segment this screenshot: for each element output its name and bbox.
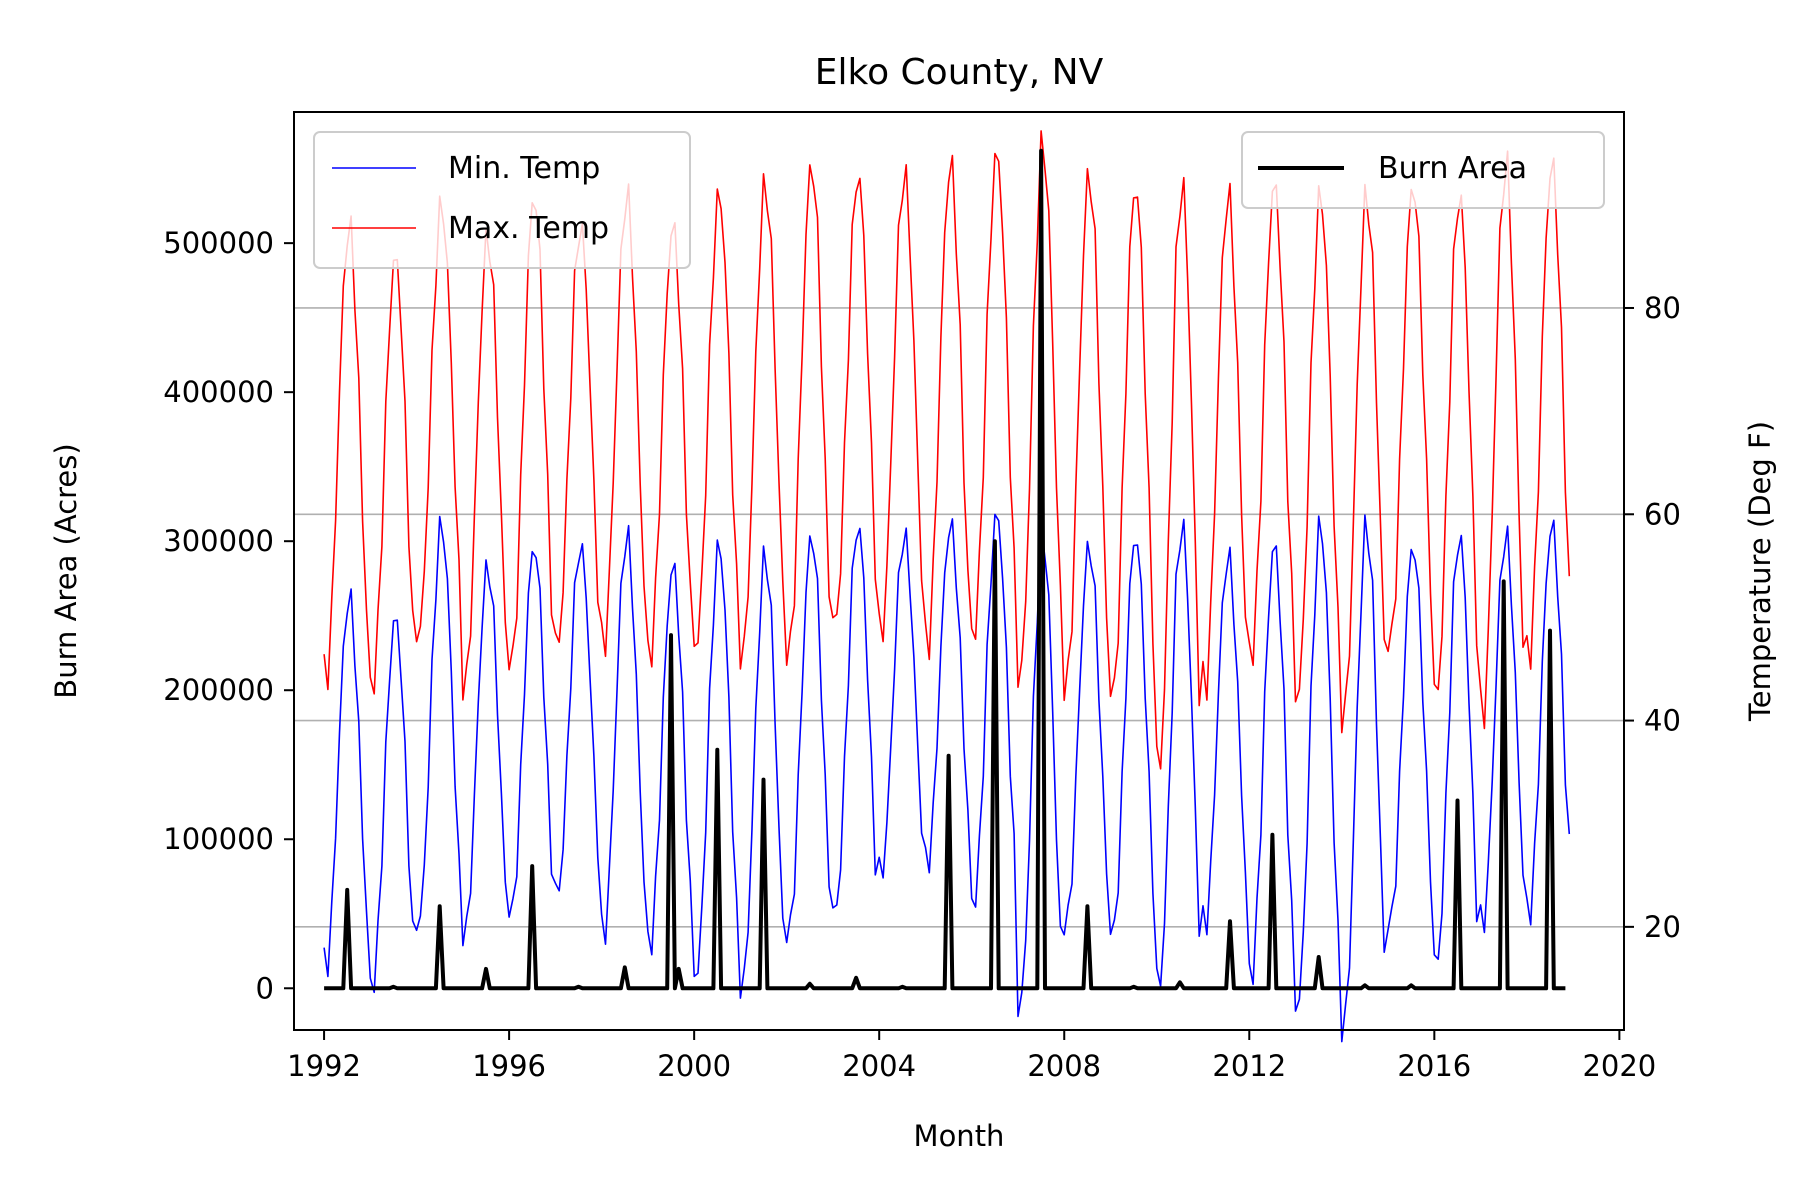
y-right-tick-label-20: 20 [1644, 910, 1681, 944]
legend-right: Burn Area [1241, 131, 1605, 209]
series-burn-area [324, 148, 1566, 991]
y-left-tick-label-400000: 400000 [163, 375, 274, 409]
legend-max-temp-label: Max. Temp [448, 211, 609, 246]
y-right-tick-label-60: 60 [1644, 497, 1681, 531]
plot-frame [293, 111, 1625, 1031]
legend-right-box [1241, 131, 1605, 209]
x-tick-label-2016: 2016 [1397, 1049, 1471, 1083]
legend-min-temp-label: Min. Temp [448, 151, 600, 186]
y-left-tick-label-200000: 200000 [163, 673, 274, 707]
axes-layer: 20 40 60 80 0 100000 200000 300000 400000 500000 1… [163, 226, 1681, 1083]
x-tick-label-1996: 1996 [472, 1049, 546, 1083]
y-left-tick-label-100000: 100000 [163, 822, 274, 856]
x-tick-label-1992: 1992 [287, 1049, 361, 1083]
x-axis-label: Month [914, 1119, 1005, 1153]
y-axis-left-label: Burn Area (Acres) [49, 443, 83, 698]
y-left-tick-label-0: 0 [256, 971, 274, 1005]
x-tick-label-2020: 2020 [1582, 1049, 1656, 1083]
y-right-tick-label-80: 80 [1644, 291, 1681, 325]
chart-title: Elko County, NV [815, 52, 1104, 93]
y-axis-right-label: Temperature (Deg F) [1743, 421, 1777, 722]
y-left-tick-label-500000: 500000 [163, 226, 274, 260]
x-tick-label-2008: 2008 [1027, 1049, 1101, 1083]
legend-left: Min. Temp Max. Temp [313, 131, 691, 269]
x-tick-label-2012: 2012 [1212, 1049, 1286, 1083]
legend-burn-area-label: Burn Area [1378, 151, 1527, 186]
y-right-tick-label-40: 40 [1644, 704, 1681, 738]
legend-left-box [313, 131, 691, 269]
x-tick-label-2000: 2000 [657, 1049, 731, 1083]
y-left-tick-label-300000: 300000 [163, 524, 274, 558]
series-min-temp [323, 513, 1571, 1043]
x-tick-label-2004: 2004 [842, 1049, 916, 1083]
